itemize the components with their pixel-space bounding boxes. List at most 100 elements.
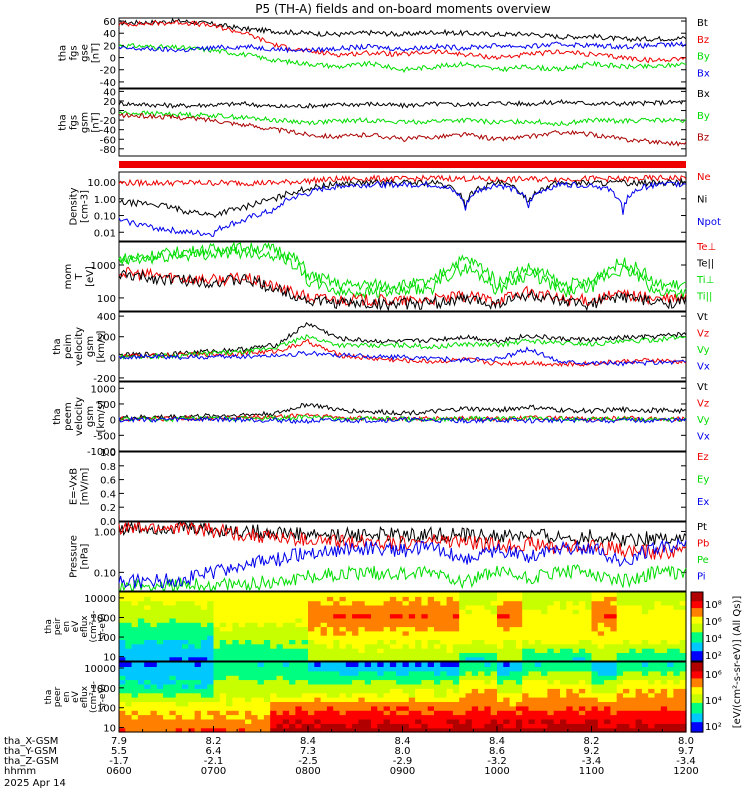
spectrogram-cell [604,652,611,658]
spectrogram-cell [383,705,391,711]
spectrogram-cell [314,692,322,698]
spectrogram-cell [194,670,202,676]
spectrogram-cell [509,662,517,667]
spectrogram-cell [629,718,637,724]
spectrogram-cell [471,643,479,649]
colorbar-cell [691,602,703,605]
y-tick-label: -1000 [87,447,116,458]
spectrogram-cell [522,692,530,698]
spectrogram-cell [377,617,385,623]
spectrogram-cell [295,630,303,636]
series-line-Vz [118,413,687,423]
spectrogram-cell [654,683,662,689]
y-axis-label: [nPa] [80,543,91,569]
spectrogram-cell [560,718,567,724]
colorbar-cell [691,705,703,709]
y-axis-label: Pressure [69,535,80,578]
spectrogram-cell [263,723,271,729]
spectrogram-cell [610,710,618,716]
spectrogram-cell [553,609,561,615]
spectrogram-cell [352,723,359,729]
spectrogram-cell [459,683,467,689]
spectrogram-cell [207,592,215,597]
spectrogram-cell [314,662,322,667]
spectrogram-cell [471,648,479,653]
spectrogram-cell [515,604,523,610]
spectrogram-cell [478,609,485,615]
spectrogram-cell [591,670,599,676]
spectrogram-cell [125,635,133,640]
spectrogram-cell [616,648,624,653]
spectrogram-cell [188,710,196,716]
spectrogram-cell [182,675,189,681]
spectrogram-cell [308,727,315,733]
spectrogram-cell [270,679,278,685]
spectrogram-cell [572,652,580,658]
spectrogram-cell [673,683,681,689]
spectrogram-cell [207,622,215,628]
spectrogram-cell [301,666,309,672]
spectrogram-cell [408,592,416,597]
series-line-Vy [118,334,687,360]
spectrogram-cell [232,648,240,653]
spectrogram-cell [175,714,183,720]
y-axis-label: gsm [85,406,96,427]
spectrogram-cell [326,622,334,628]
spectrogram-cell [484,622,492,628]
spectrogram-cell [478,617,485,623]
spectrogram-cell [219,710,227,716]
spectrogram-cell [623,675,630,681]
spectrogram-cell [226,675,233,681]
spectrogram-cell [560,675,567,681]
spectrogram-cell [295,670,303,676]
spectrogram-cell [137,592,145,597]
spectrogram-cell [534,622,542,628]
spectrogram-cell [534,701,542,707]
spectrogram-cell [623,666,630,672]
spectrogram-cell [572,723,580,729]
spectrogram-cell [515,630,523,636]
spectrogram-cell [207,705,215,711]
spectrogram-cell [616,600,624,606]
spectrogram-cell [572,630,580,636]
spectrogram-cell [257,683,265,689]
spectrogram-cell [478,635,485,640]
spectrogram-cell [654,639,662,645]
spectrogram-cell [515,714,523,720]
spectrogram-cell [175,648,183,653]
spectrogram-cell [150,592,158,597]
spectrogram-cell [616,613,624,619]
spectrogram-cell [207,688,215,694]
spectrogram-cell [389,670,397,676]
spectrogram-cell [188,604,196,610]
spectrogram-cell [641,592,649,597]
spectrogram-cell [358,656,366,662]
spectrogram-cell [490,670,498,676]
spectrogram-cell [553,635,561,640]
spectrogram-cell [515,727,523,733]
spectrogram-cell [251,718,259,724]
spectrogram-cell [295,656,303,662]
spectrogram-cell [188,613,196,619]
spectrogram-cell [484,626,492,632]
spectrogram-cell [282,639,290,645]
series-line-Bz [118,19,687,64]
spectrogram-cell [635,714,643,720]
spectrogram-cell [295,652,303,658]
spectrogram-cell [263,656,271,662]
spectrogram-cell [415,604,422,610]
spectrogram-cell [604,675,611,681]
spectrogram-cell [459,688,467,694]
spectrogram-cell [276,692,284,698]
spectrogram-cell [566,701,574,707]
spectrogram-cell [358,609,366,615]
spectrogram-cell [131,666,139,672]
spectrogram-cell [408,710,416,716]
spectrogram-cell [207,617,215,623]
spectrogram-cell [597,604,605,610]
spectrogram-cell [270,643,278,649]
spectrogram-cell [484,617,492,623]
spectrogram-cell [175,701,183,707]
spectrogram-cell [427,592,435,597]
spectrogram-cell [377,600,385,606]
